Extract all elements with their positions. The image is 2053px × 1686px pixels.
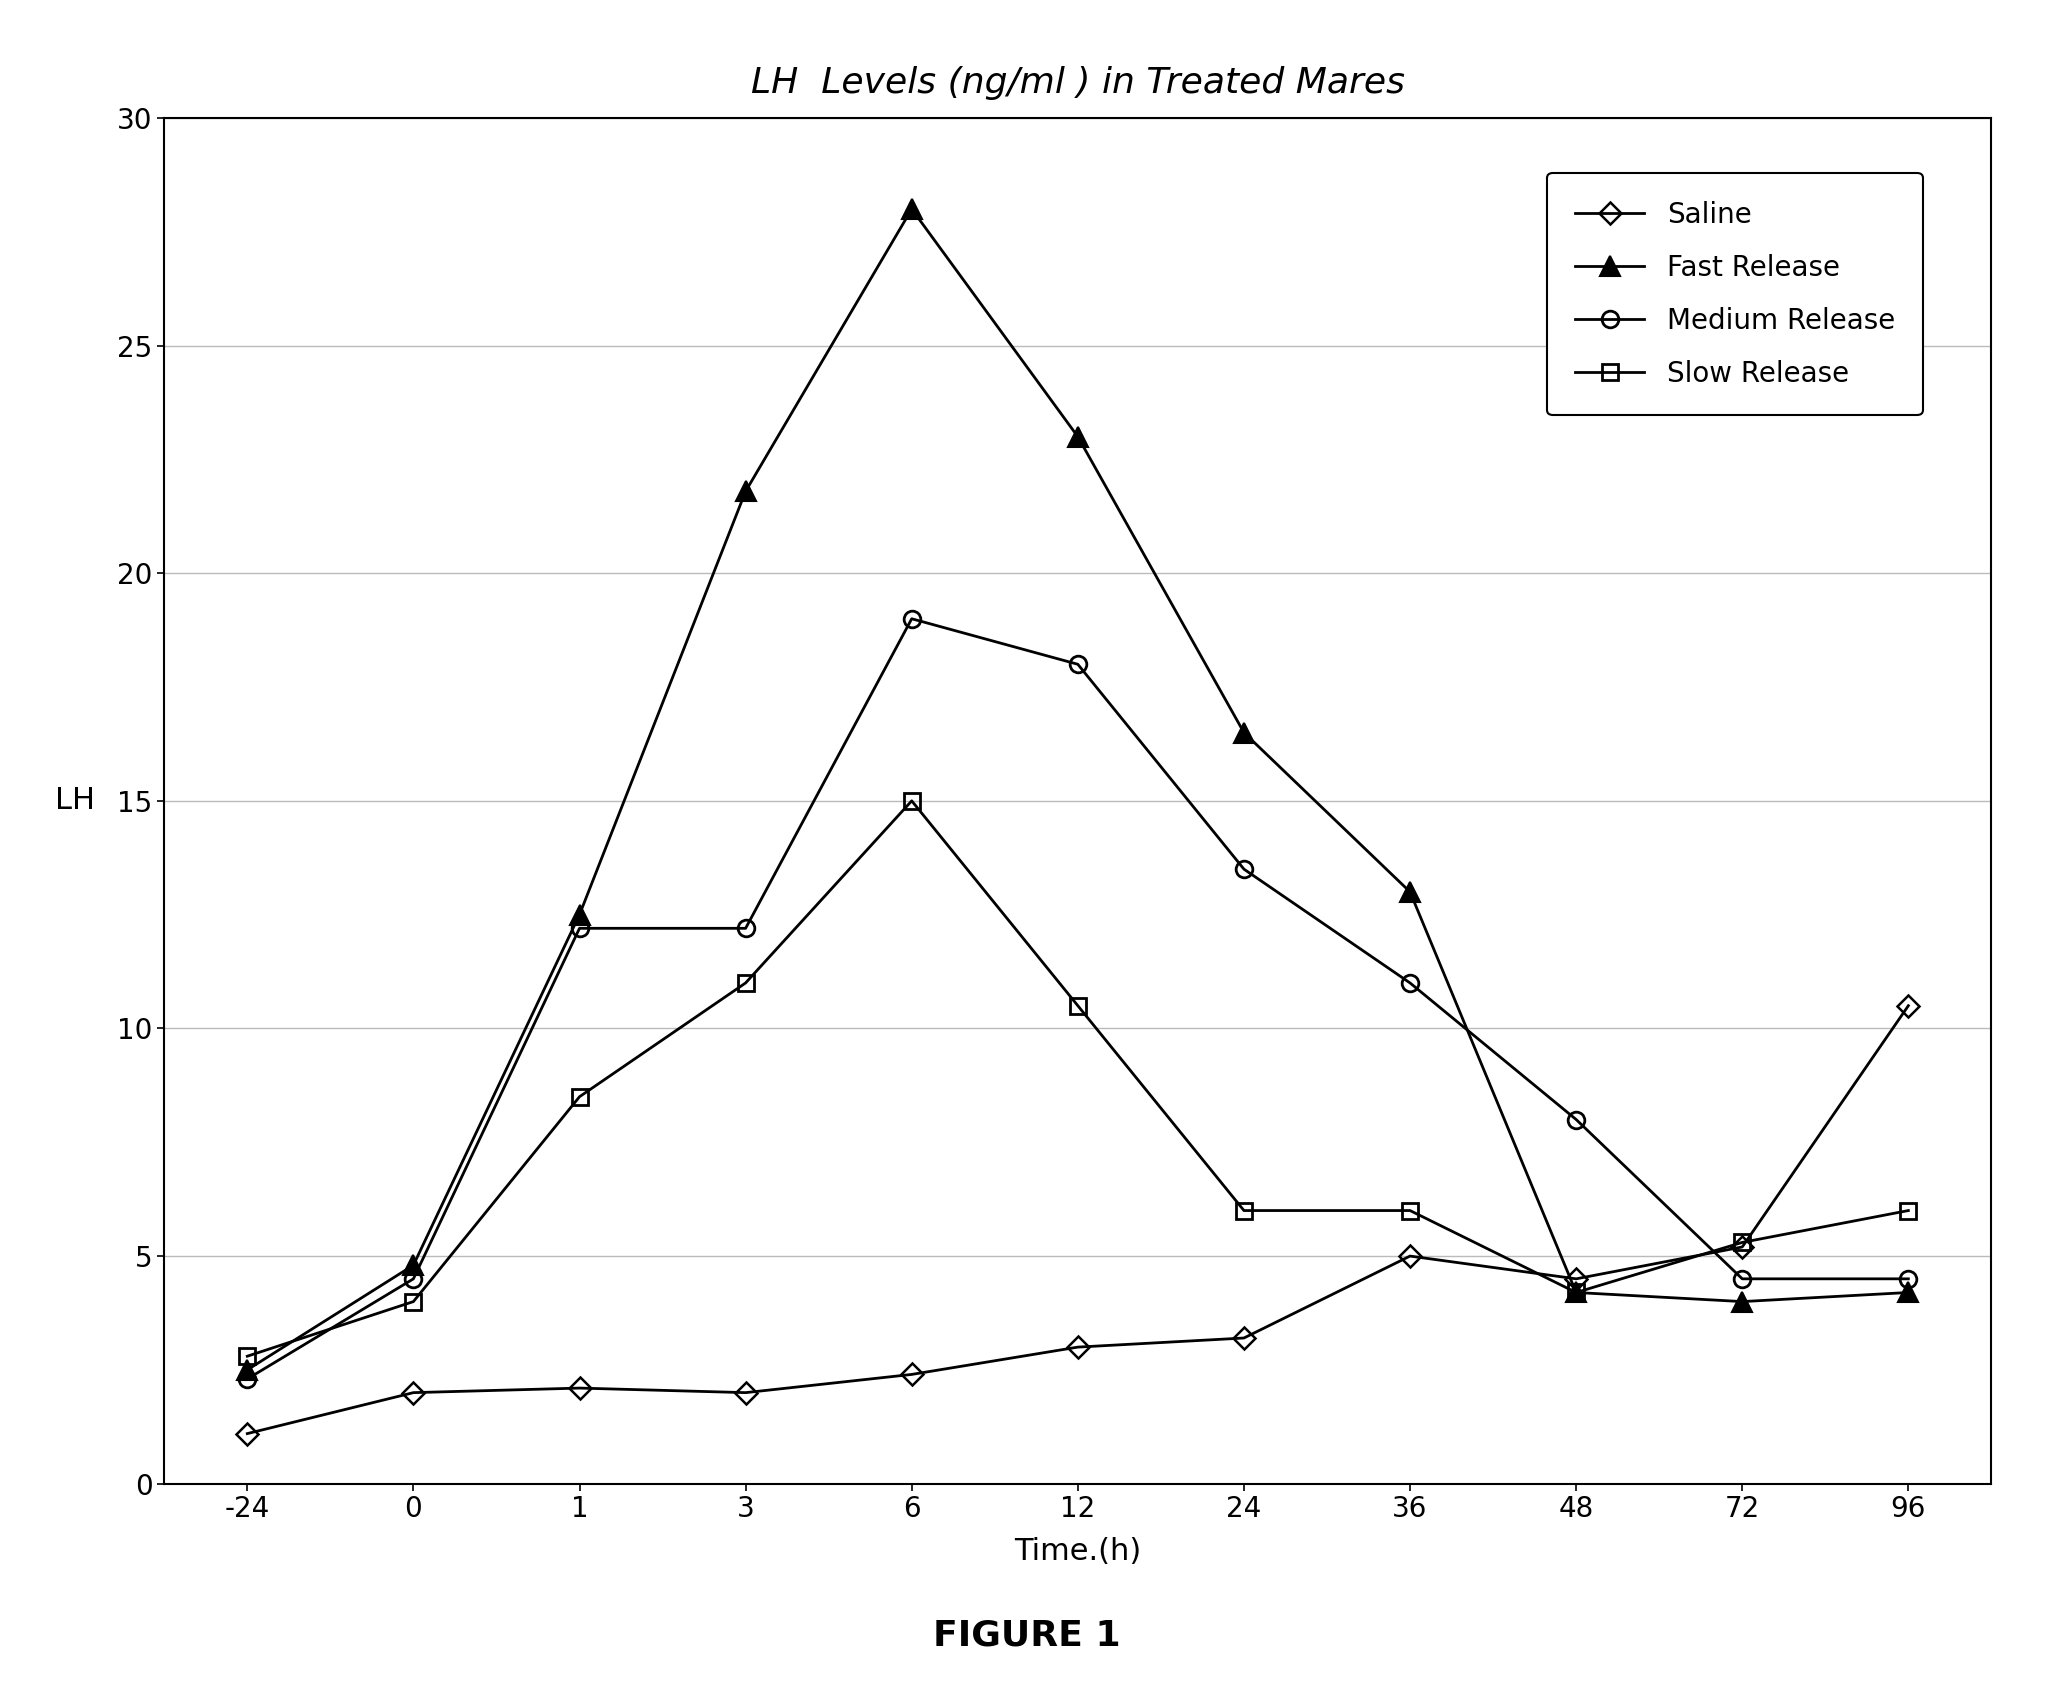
Medium Release — [400, 1268, 425, 1288]
Slow Release — [899, 791, 924, 811]
Slow Release — [1066, 995, 1090, 1015]
Slow Release — [567, 1086, 591, 1106]
Saline — [1897, 995, 1922, 1015]
Medium Release — [1398, 973, 1423, 993]
Fast Release — [733, 481, 758, 501]
Medium Release — [1066, 654, 1090, 674]
Saline — [1066, 1337, 1090, 1357]
Medium Release — [567, 919, 591, 939]
Saline — [899, 1364, 924, 1384]
Fast Release — [1398, 882, 1423, 902]
Saline — [1731, 1238, 1755, 1258]
X-axis label: Time.(h): Time.(h) — [1014, 1538, 1141, 1566]
Fast Release — [1564, 1283, 1589, 1303]
Fast Release — [1066, 427, 1090, 447]
Title: LH  Levels (ng/ml ) in Treated Mares: LH Levels (ng/ml ) in Treated Mares — [751, 66, 1404, 99]
Medium Release — [1731, 1268, 1755, 1288]
Fast Release — [400, 1254, 425, 1275]
Medium Release — [1564, 1109, 1589, 1130]
Medium Release — [234, 1369, 259, 1389]
Slow Release — [1731, 1232, 1755, 1253]
Saline — [234, 1423, 259, 1443]
Fast Release — [1232, 722, 1256, 742]
Y-axis label: LH: LH — [55, 786, 94, 816]
Line: Fast Release: Fast Release — [238, 199, 1918, 1379]
Slow Release — [1897, 1200, 1922, 1221]
Saline — [733, 1383, 758, 1403]
Fast Release — [1897, 1283, 1922, 1303]
Saline — [567, 1377, 591, 1398]
Line: Medium Release: Medium Release — [238, 610, 1918, 1388]
Medium Release — [1232, 860, 1256, 880]
Fast Release — [1731, 1291, 1755, 1312]
Saline — [400, 1383, 425, 1403]
Slow Release — [234, 1345, 259, 1366]
Slow Release — [1564, 1283, 1589, 1303]
Medium Release — [899, 609, 924, 629]
Text: FIGURE 1: FIGURE 1 — [932, 1619, 1121, 1652]
Slow Release — [1398, 1200, 1423, 1221]
Legend: Saline, Fast Release, Medium Release, Slow Release: Saline, Fast Release, Medium Release, Sl… — [1548, 174, 1924, 415]
Line: Slow Release: Slow Release — [238, 792, 1918, 1364]
Line: Saline: Saline — [240, 998, 1915, 1442]
Medium Release — [733, 919, 758, 939]
Medium Release — [1897, 1268, 1922, 1288]
Saline — [1398, 1246, 1423, 1266]
Slow Release — [1232, 1200, 1256, 1221]
Slow Release — [733, 973, 758, 993]
Fast Release — [899, 199, 924, 219]
Saline — [1232, 1329, 1256, 1349]
Fast Release — [234, 1359, 259, 1379]
Saline — [1564, 1268, 1589, 1288]
Fast Release — [567, 904, 591, 924]
Slow Release — [400, 1291, 425, 1312]
